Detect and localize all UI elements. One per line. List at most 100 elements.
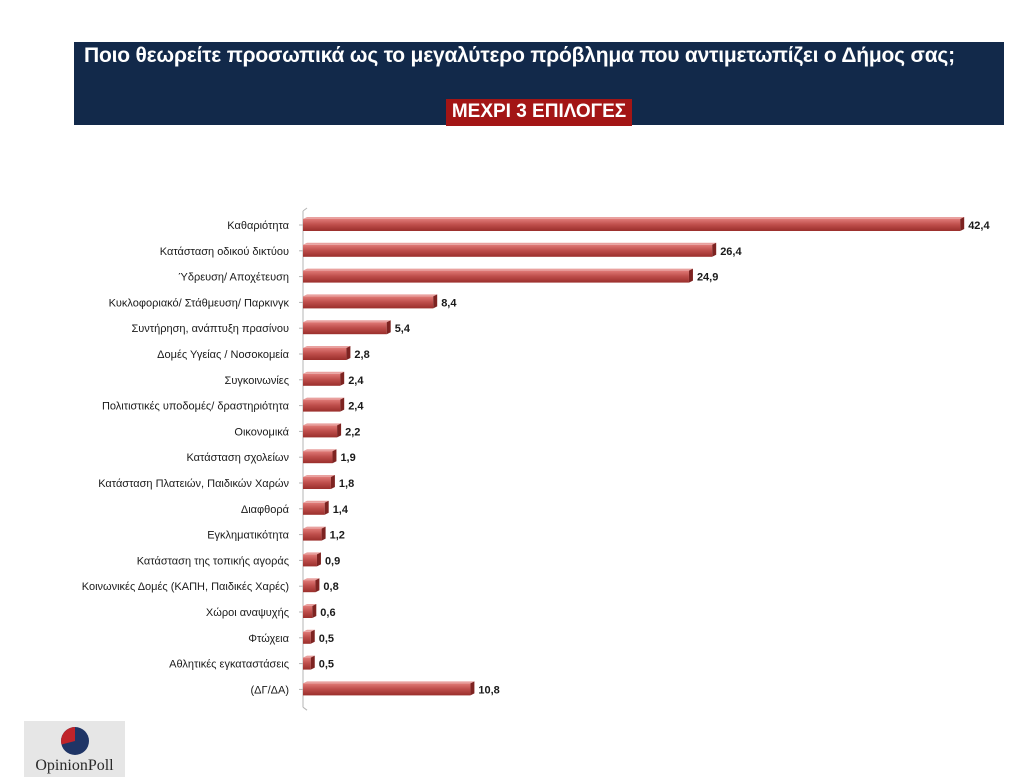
chart-title: Ποιο θεωρείτε προσωπικά ως το μεγαλύτερο… <box>84 44 955 67</box>
category-label: (ΔΓ/ΔΑ) <box>251 684 289 696</box>
bar-side <box>321 526 326 541</box>
bar <box>303 554 317 567</box>
bar-side <box>712 242 717 257</box>
bar-side <box>324 500 329 515</box>
bar <box>303 451 333 464</box>
chart-subtitle: ΜΕΧΡΙ 3 ΕΠΙΛΟΓΕΣ <box>445 99 633 126</box>
bar <box>303 528 322 541</box>
value-label: 2,2 <box>345 426 360 438</box>
bar-side <box>316 552 321 567</box>
bar-side <box>688 268 693 283</box>
bar-top <box>303 681 475 684</box>
bar-top <box>303 217 965 219</box>
category-label: Κυκλοφοριακό/ Στάθμευση/ Παρκινγκ <box>109 297 290 309</box>
value-label: 2,4 <box>348 375 364 387</box>
opinionpoll-logo: OpinionPoll <box>24 721 125 777</box>
value-label: 26,4 <box>720 246 742 258</box>
bar-top <box>303 371 345 374</box>
bar-top <box>303 320 391 323</box>
category-label: Κατάσταση Πλατειών, Παιδικών Χαρών <box>98 478 289 490</box>
category-label: Φτώχεια <box>248 633 289 645</box>
category-label: Πολιτιστικές υποδομές/ δραστηριότητα <box>102 401 290 413</box>
value-label: 5,4 <box>395 323 411 335</box>
bar-top <box>303 578 320 581</box>
bar-side <box>310 655 315 670</box>
bar-top <box>303 552 321 555</box>
value-label: 0,8 <box>323 581 338 593</box>
value-label: 1,9 <box>340 452 355 464</box>
value-label: 0,6 <box>320 607 335 619</box>
bar-top <box>303 268 693 271</box>
category-label: Αθλητικές εγκαταστάσεις <box>169 659 289 671</box>
bar-side <box>310 629 315 644</box>
bar-side <box>340 371 345 386</box>
bar-top <box>303 294 438 297</box>
category-label: Κατάσταση της τοπικής αγοράς <box>137 555 289 567</box>
value-label: 1,2 <box>330 530 345 542</box>
value-label: 8,4 <box>441 297 457 309</box>
bar <box>303 373 341 386</box>
category-label: Διαφθορά <box>241 504 290 516</box>
bar-top <box>303 449 337 452</box>
bar <box>303 425 338 438</box>
value-label: 1,8 <box>339 478 354 490</box>
bar <box>303 477 331 489</box>
bar <box>303 244 713 257</box>
value-label: 42,4 <box>968 220 990 232</box>
bar <box>303 348 347 360</box>
bar-top <box>303 604 317 606</box>
category-label: Κατάσταση σχολείων <box>186 452 289 464</box>
bar <box>303 657 311 670</box>
bar-side <box>337 423 342 438</box>
value-label: 0,5 <box>319 659 334 671</box>
category-label: Ύδρευση/ Αποχέτευση <box>178 272 289 284</box>
value-label: 0,9 <box>325 555 340 567</box>
bar <box>303 219 961 231</box>
bar <box>303 580 316 593</box>
bar-top <box>303 526 326 529</box>
bar-side <box>330 475 335 489</box>
bar <box>303 322 387 335</box>
bar-top <box>303 397 345 400</box>
bar <box>303 606 313 618</box>
category-label: Χώροι αναψυχής <box>206 607 289 619</box>
category-label: Καθαριότητα <box>227 220 289 232</box>
bar-side <box>470 681 475 696</box>
title-banner: Ποιο θεωρείτε προσωπικά ως το μεγαλύτερο… <box>74 42 1004 126</box>
bar <box>303 631 311 644</box>
bar <box>303 399 341 412</box>
bar-side <box>433 294 438 309</box>
axis-floor-edge <box>302 706 308 711</box>
value-label: 10,8 <box>478 684 499 696</box>
category-label: Εγκληματικότητα <box>207 530 289 542</box>
category-label: Οικονομικά <box>234 426 289 438</box>
category-label: Συντήρηση, ανάπτυξη πρασίνου <box>131 323 289 335</box>
value-label: 1,4 <box>333 504 349 516</box>
logo-text: OpinionPoll <box>35 757 114 774</box>
bar-top <box>303 475 335 477</box>
logo-circle-icon <box>61 727 89 755</box>
category-label: Συγκοινωνίες <box>225 375 289 387</box>
bar-side <box>312 604 317 618</box>
bar-top <box>303 423 342 426</box>
bar-side <box>960 217 965 231</box>
bar-top <box>303 629 315 632</box>
category-label: Κοινωνικές Δομές (ΚΑΠΗ, Παιδικές Χαρές) <box>82 581 289 593</box>
bar-side <box>386 320 391 335</box>
axis-top-edge <box>302 207 308 212</box>
bar-side <box>346 346 351 360</box>
category-label: Κατάσταση οδικού δικτύου <box>160 246 289 258</box>
bar-top <box>303 346 351 348</box>
bar <box>303 502 325 515</box>
value-label: 2,8 <box>354 349 369 361</box>
value-label: 24,9 <box>697 272 718 284</box>
category-label: Δομές Υγείας / Νοσοκομεία <box>157 349 289 361</box>
bar-side <box>315 578 320 593</box>
bar <box>303 683 471 696</box>
value-label: 2,4 <box>348 401 364 413</box>
bar-side <box>340 397 345 412</box>
bar <box>303 270 689 283</box>
bar-top <box>303 655 315 658</box>
value-label: 0,5 <box>319 633 334 645</box>
